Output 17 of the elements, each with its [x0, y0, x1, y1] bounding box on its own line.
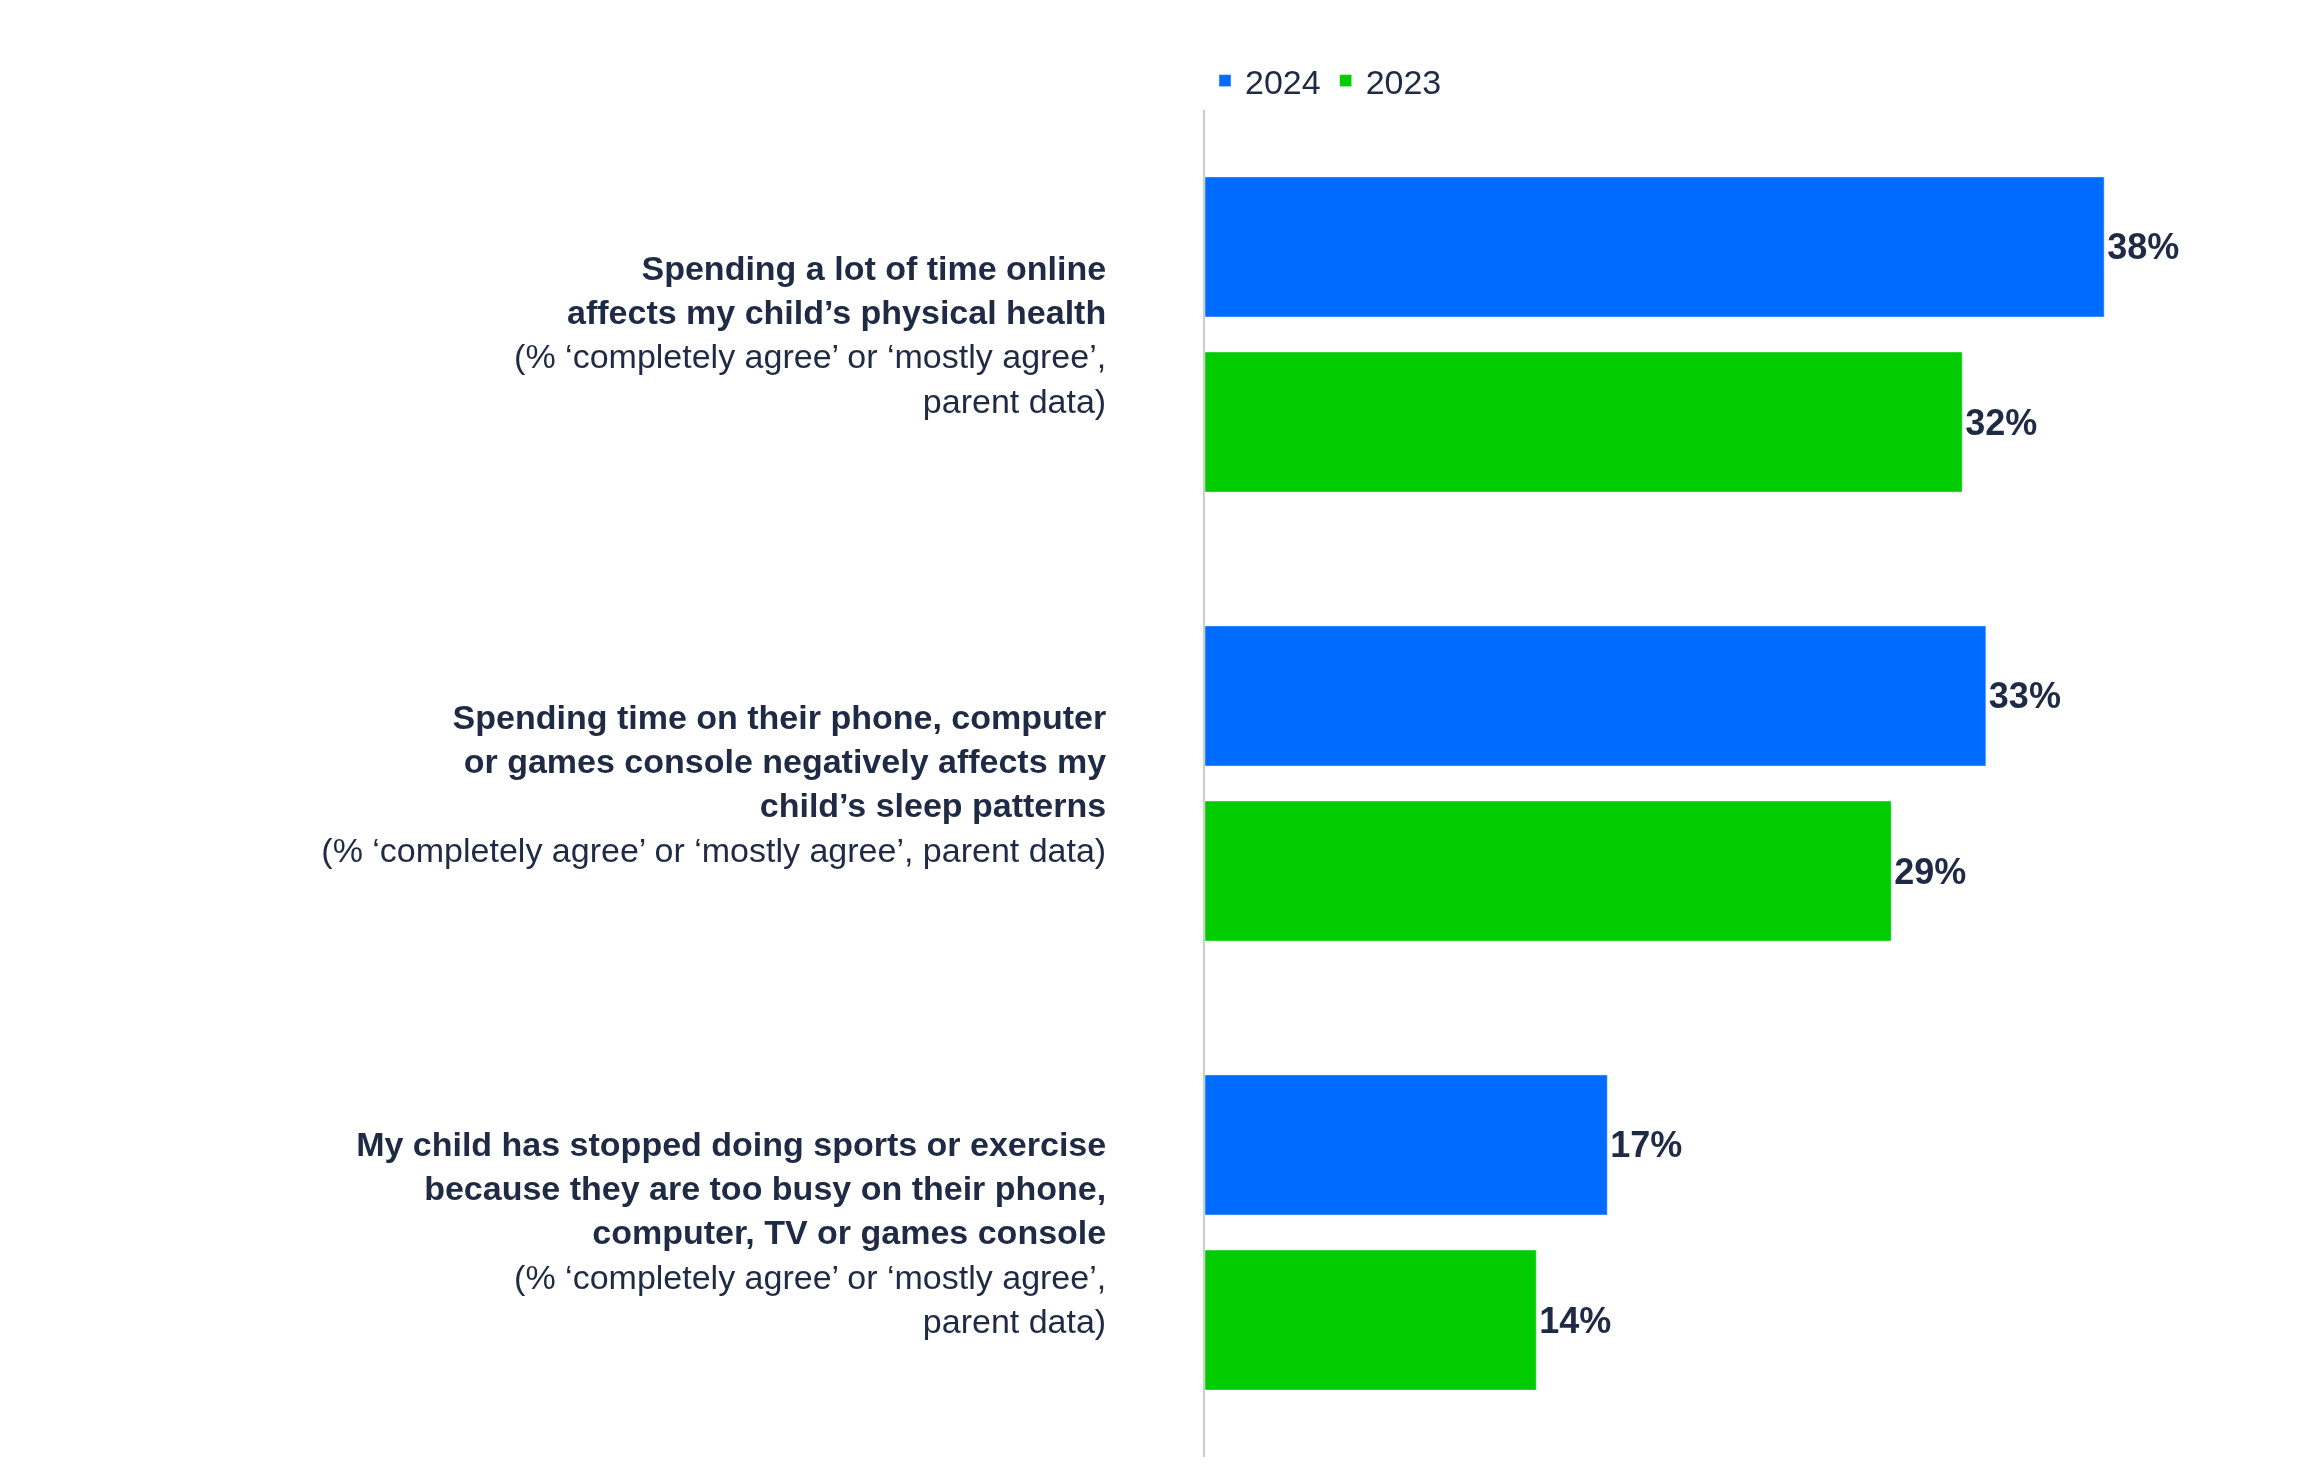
legend-label: 2023 [1365, 62, 1442, 101]
data-label: 17% [1610, 1124, 1683, 1166]
data-label: 33% [1988, 675, 2061, 717]
bar [1205, 625, 1987, 767]
data-label: 14% [1539, 1299, 1612, 1341]
bar [1205, 176, 2105, 318]
bar [1205, 1249, 1537, 1391]
y-tick-label: Spending time on their phone, computer or games console negatively affects my child’s sleep patterns (% ‘completely agree’ or ‘mostly agree’, parent data) [321, 698, 1107, 869]
y-tick-label: My child has stopped doing sports or exercise because they are too busy on their phone, computer, TV or games console (% ‘completely agree’ or ‘mostly agree’, parent data) [356, 1125, 1107, 1340]
data-label: 32% [1965, 401, 2038, 443]
bar [1205, 351, 1963, 493]
bar [1205, 800, 1892, 942]
data-label: 29% [1894, 850, 1967, 892]
bar [1205, 1074, 1608, 1216]
y-tick-label: Spending a lot of time online affects my child’s physical health (% ‘completely agree’ or ‘mostly agree’, parent data) [514, 249, 1107, 420]
legend-label: 2024 [1245, 62, 1321, 101]
data-label: 38% [2107, 226, 2180, 268]
